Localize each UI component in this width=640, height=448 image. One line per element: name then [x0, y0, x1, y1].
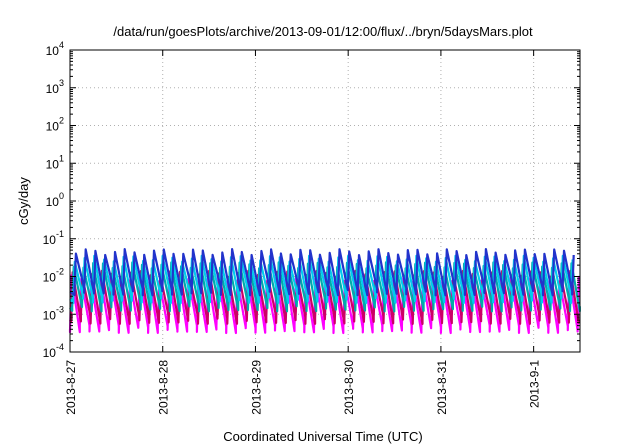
y-tick-label: 10-4 — [43, 342, 64, 360]
y-tick-label: 101 — [46, 153, 64, 171]
y-tick-label-base: 10 — [43, 346, 57, 360]
y-tick-label: 10-2 — [43, 267, 64, 285]
y-axis-label: cGy/day — [16, 177, 31, 225]
y-tick-label: 102 — [46, 116, 64, 134]
y-tick-label-exponent: 2 — [59, 116, 64, 126]
y-tick-label-base: 10 — [46, 44, 60, 58]
x-tick-label: 2013-8-28 — [157, 360, 171, 415]
y-tick-label-exponent: -1 — [56, 229, 64, 239]
y-tick-label-base: 10 — [46, 195, 60, 209]
y-tick-label-exponent: 1 — [59, 153, 64, 163]
y-tick-label: 100 — [46, 191, 64, 209]
y-tick-label-exponent: -4 — [56, 342, 64, 352]
y-tick-label-exponent: 0 — [59, 191, 64, 201]
y-tick-label-base: 10 — [43, 308, 57, 322]
x-tick-label: 2013-8-31 — [435, 360, 449, 415]
x-tick-label: 2013-8-27 — [64, 360, 78, 415]
y-tick-label: 104 — [46, 40, 64, 58]
y-tick-label: 10-3 — [43, 304, 64, 322]
series-layer — [68, 248, 581, 335]
y-tick-label: 10-1 — [43, 229, 64, 247]
x-tick-label: 2013-8-29 — [249, 360, 263, 415]
x-tick-label: 2013-9-1 — [528, 360, 542, 408]
y-tick-label: 103 — [46, 78, 64, 96]
x-tick-label: 2013-8-30 — [342, 360, 356, 415]
series-line — [69, 248, 575, 297]
y-tick-label-base: 10 — [46, 82, 60, 96]
x-axis: 2013-8-27 2013-8-28 2013-8-29 2013-8-30 2013… — [64, 50, 542, 415]
y-tick-label-exponent: 4 — [59, 40, 64, 50]
y-tick-label-base: 10 — [43, 271, 57, 285]
y-tick-label-base: 10 — [46, 157, 60, 171]
y-tick-label-exponent: 3 — [59, 78, 64, 88]
y-tick-label-base: 10 — [46, 120, 60, 134]
x-axis-label: Coordinated Universal Time (UTC) — [223, 429, 422, 444]
y-tick-label-base: 10 — [43, 233, 57, 247]
y-tick-label-exponent: -3 — [56, 304, 64, 314]
chart-title: /data/run/goesPlots/archive/2013-09-01/1… — [113, 24, 533, 39]
y-tick-label-exponent: -2 — [56, 267, 64, 277]
